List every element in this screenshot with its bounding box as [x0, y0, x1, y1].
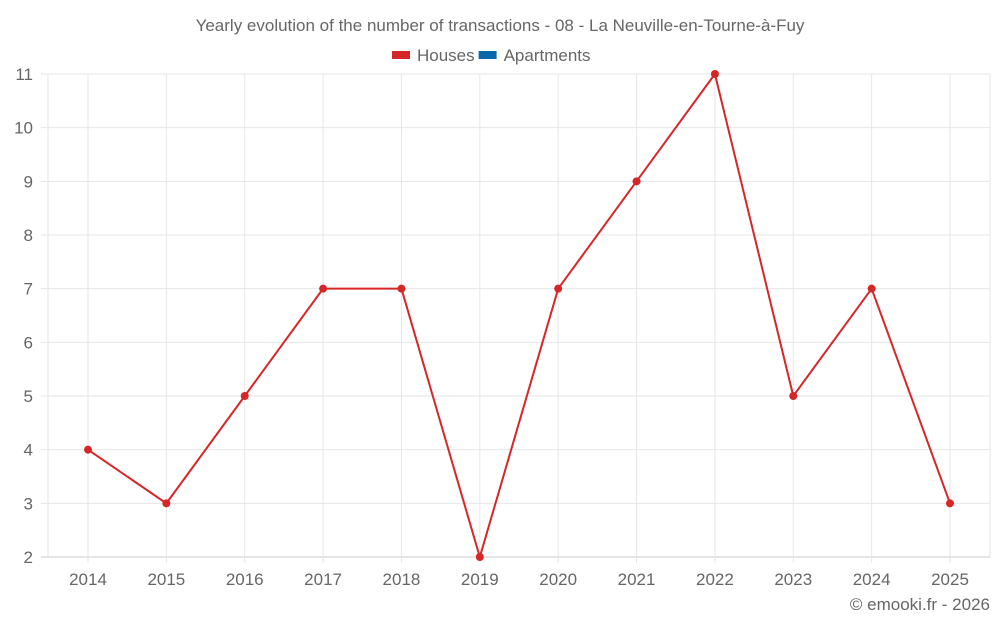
x-tick-label: 2015: [147, 570, 185, 589]
data-point-2023: [789, 392, 798, 400]
data-point-2024: [867, 284, 876, 293]
y-tick-label: 10: [14, 119, 33, 138]
y-tick-label: 9: [24, 172, 33, 191]
x-tick-label: 2017: [304, 570, 342, 589]
legend: Houses Apartments: [392, 46, 591, 65]
x-tick-label: 2014: [69, 570, 107, 589]
legend-label-houses: Houses: [417, 46, 475, 65]
data-point-2016: [240, 392, 249, 400]
y-tick-label: 7: [24, 280, 33, 299]
data-point-2019: [475, 553, 484, 561]
y-tick-label: 8: [24, 226, 33, 245]
x-tick-label: 2025: [931, 570, 969, 589]
series: [84, 70, 954, 561]
data-point-2015: [162, 499, 171, 508]
grid: [41, 73, 991, 563]
y-tick-label: 6: [24, 333, 33, 352]
legend-swatch-houses: [392, 51, 410, 59]
y-tick-label: 4: [24, 441, 33, 460]
data-point-2018: [397, 284, 406, 293]
x-tick-label: 2024: [853, 570, 891, 589]
data-point-2021: [632, 177, 641, 186]
x-tick-label: 2016: [226, 570, 264, 589]
x-tick-label: 2023: [774, 570, 812, 589]
data-point-2017: [319, 284, 328, 293]
data-point-2025: [946, 499, 954, 508]
x-tick-label: 2021: [618, 570, 656, 589]
series-line-houses: [87, 71, 951, 561]
data-point-2020: [554, 284, 563, 293]
x-tick-label: 2020: [539, 570, 577, 589]
legend-label-apartments: Apartments: [504, 46, 591, 65]
credit: © emooki.fr - 2026: [850, 595, 990, 614]
y-tick-label: 11: [15, 65, 33, 84]
x-tick-label: 2018: [383, 570, 421, 589]
chart-title: Yearly evolution of the number of transa…: [196, 16, 805, 35]
legend-swatch-apartments: [478, 51, 497, 59]
y-tick-label: 5: [24, 387, 33, 406]
data-point-2014: [84, 445, 92, 454]
data-point-2022: [710, 70, 719, 78]
x-tick-label: 2019: [461, 570, 499, 589]
axes: 2 3 4 5 6 7 8 9 10 11 2014 2015 2016 2017 2018 2019 2020…: [14, 65, 969, 589]
y-tick-label: 2: [24, 548, 33, 567]
y-tick-label: 3: [24, 494, 33, 513]
x-tick-label: 2022: [696, 570, 734, 589]
